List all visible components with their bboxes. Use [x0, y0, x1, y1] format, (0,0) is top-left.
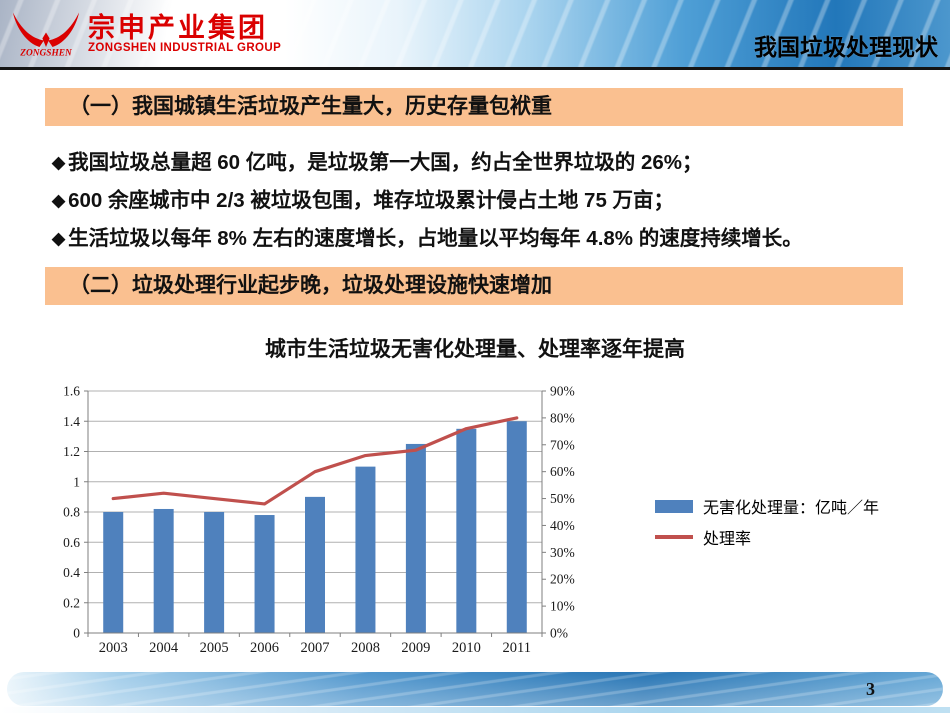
header: ZONGSHEN 宗申产业集团 ZONGSHEN INDUSTRIAL GROU…: [0, 0, 950, 70]
chart-title: 城市生活垃圾无害化处理量、处理率逐年提高: [265, 338, 685, 361]
x-axis-label: 2003: [99, 640, 128, 656]
x-axis-label: 2004: [149, 640, 179, 656]
right-axis-label: 30%: [550, 545, 575, 560]
right-axis-label: 40%: [550, 518, 575, 533]
legend-item-bar: 无害化处理量：亿吨／年: [655, 496, 880, 517]
legend-line-swatch: [655, 535, 693, 539]
bar-2003: [103, 512, 124, 633]
bar-2011: [506, 421, 527, 633]
logo-script-text: ZONGSHEN: [19, 49, 73, 59]
bar-2005: [204, 512, 225, 633]
right-axis-label: 60%: [550, 464, 575, 479]
bullet-text: 600 余座城市中 2/3 被垃圾包围，堆存垃圾累计侵占土地 75 万亩；: [68, 189, 675, 212]
footer-bar: 3: [7, 672, 943, 706]
x-axis-label: 2009: [401, 640, 430, 656]
bar-2004: [153, 508, 174, 633]
right-axis-label: 10%: [550, 599, 575, 614]
x-axis-label: 2011: [503, 640, 531, 656]
chart: 0 0.2 0.4 0.6 0.8 1 1.2 1.4 1.6 0% 10% 20% 30% 40% 50%…: [63, 384, 575, 657]
bullet-text: 我国垃圾总量超 60 亿吨，是垃圾第一大国，约占全世界垃圾的 26%；: [68, 151, 703, 174]
legend-bar-label: 无害化处理量：亿吨／年: [703, 500, 880, 517]
bullet-diamond-icon: ◆: [52, 191, 66, 210]
bullet-diamond-icon: ◆: [52, 153, 66, 172]
x-axis-label: 2007: [301, 640, 330, 656]
brand-name-en: ZONGSHEN INDUSTRIAL GROUP: [88, 42, 282, 55]
left-axis-label: 0: [73, 626, 80, 641]
chart-legend: 无害化处理量：亿吨／年 处理率: [655, 496, 880, 548]
bar-2006: [254, 515, 275, 633]
bullet-diamond-icon: ◆: [52, 229, 66, 248]
left-axis-label: 1: [73, 474, 80, 489]
left-axis-label: 1.4: [63, 414, 80, 429]
left-axis-label: 0.6: [63, 535, 80, 550]
page-number: 3: [866, 679, 875, 699]
right-axis-label: 20%: [550, 572, 575, 587]
rate-line: [111, 416, 519, 506]
x-axis-label: 2006: [250, 640, 279, 656]
legend-line-label: 处理率: [703, 531, 752, 548]
bar-2007: [305, 496, 325, 633]
bullet-item: ◆ 我国垃圾总量超 60 亿吨，是垃圾第一大国，约占全世界垃圾的 26%；: [52, 144, 932, 182]
right-axis-label: 70%: [550, 437, 575, 452]
bullet-list: ◆ 我国垃圾总量超 60 亿吨，是垃圾第一大国，约占全世界垃圾的 26%； ◆ 600…: [52, 144, 932, 258]
left-axis-label: 0.8: [63, 505, 80, 520]
x-axis-label: 2005: [200, 640, 229, 656]
brand-name-cn: 宗申产业集团: [88, 12, 268, 43]
brand-text: 宗申产业集团 ZONGSHEN INDUSTRIAL GROUP: [88, 12, 282, 55]
section-heading-1: （一）我国城镇生活垃圾产生量大，历史存量包袱重: [45, 88, 903, 126]
bar-2010: [456, 428, 477, 633]
bar-2008: [355, 466, 376, 633]
right-axis-label: 50%: [550, 491, 575, 506]
bottom-edge-strip: [0, 707, 950, 713]
zongshen-wing-icon: ZONGSHEN: [12, 12, 80, 59]
x-axis-label: 2010: [452, 640, 481, 656]
bullet-text: 生活垃圾以每年 8% 左右的速度增长，占地量以平均每年 4.8% 的速度持续增长…: [68, 227, 803, 250]
slide-header-title: 我国垃圾处理现状: [754, 34, 938, 60]
x-axis-label: 2008: [351, 640, 380, 656]
right-axis-label: 80%: [550, 410, 575, 425]
legend-item-line: 处理率: [655, 527, 879, 548]
left-axis-label: 1.6: [63, 384, 80, 399]
bullet-item: ◆ 600 余座城市中 2/3 被垃圾包围，堆存垃圾累计侵占土地 75 万亩；: [52, 182, 932, 220]
right-axis-label: 90%: [550, 384, 575, 399]
brand-logo: ZONGSHEN 宗申产业集团 ZONGSHEN INDUSTRIAL GROU…: [10, 6, 281, 62]
section-heading-2: （二）垃圾处理行业起步晚，垃圾处理设施快速增加: [45, 267, 903, 305]
left-axis-label: 0.2: [63, 595, 80, 610]
left-axis-label: 1.2: [63, 444, 80, 459]
bullet-item: ◆ 生活垃圾以每年 8% 左右的速度增长，占地量以平均每年 4.8% 的速度持续增…: [52, 220, 932, 258]
bar-2009: [405, 443, 426, 633]
left-axis-label: 0.4: [63, 565, 80, 580]
legend-bar-swatch: [655, 499, 693, 513]
right-axis-label: 0%: [550, 626, 568, 641]
